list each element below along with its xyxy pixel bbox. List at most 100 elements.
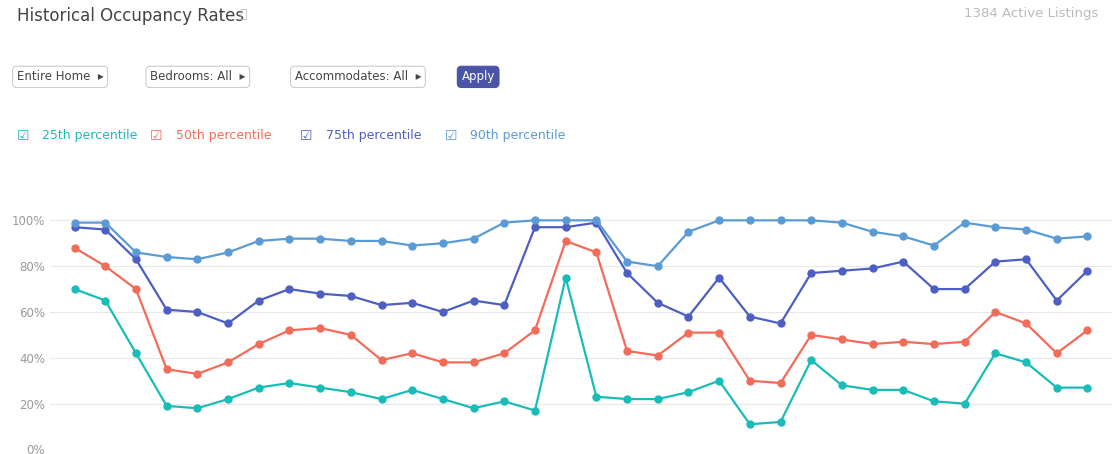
75th percentile bbox=[160, 307, 173, 312]
Text: ☑: ☑ bbox=[445, 129, 457, 143]
Line: 25th percentile: 25th percentile bbox=[71, 274, 1091, 428]
50th percentile bbox=[927, 341, 941, 347]
90th percentile bbox=[620, 259, 634, 264]
75th percentile bbox=[620, 270, 634, 276]
75th percentile bbox=[774, 321, 787, 326]
75th percentile bbox=[927, 286, 941, 292]
25th percentile bbox=[129, 350, 142, 356]
50th percentile bbox=[743, 378, 756, 384]
Text: 25th percentile: 25th percentile bbox=[42, 129, 138, 143]
50th percentile bbox=[774, 380, 787, 386]
25th percentile bbox=[282, 380, 296, 386]
Text: Entire Home  ▸: Entire Home ▸ bbox=[17, 70, 103, 84]
90th percentile bbox=[314, 236, 327, 242]
90th percentile bbox=[652, 263, 665, 269]
90th percentile bbox=[1050, 236, 1063, 242]
50th percentile bbox=[406, 350, 419, 356]
75th percentile bbox=[252, 298, 266, 303]
75th percentile bbox=[344, 293, 357, 299]
Line: 75th percentile: 75th percentile bbox=[71, 219, 1091, 327]
75th percentile bbox=[559, 224, 573, 230]
Text: 90th percentile: 90th percentile bbox=[470, 129, 566, 143]
90th percentile bbox=[68, 220, 81, 225]
90th percentile bbox=[989, 224, 1002, 230]
Text: Historical Occupancy Rates: Historical Occupancy Rates bbox=[17, 7, 244, 25]
50th percentile bbox=[896, 339, 910, 345]
75th percentile bbox=[282, 286, 296, 292]
50th percentile bbox=[68, 245, 81, 251]
Text: 50th percentile: 50th percentile bbox=[176, 129, 271, 143]
75th percentile bbox=[589, 220, 603, 225]
50th percentile bbox=[528, 328, 542, 333]
75th percentile bbox=[1081, 268, 1094, 273]
75th percentile bbox=[314, 291, 327, 296]
75th percentile bbox=[959, 286, 972, 292]
Line: 90th percentile: 90th percentile bbox=[71, 217, 1091, 270]
75th percentile bbox=[835, 268, 848, 273]
25th percentile bbox=[314, 385, 327, 390]
25th percentile bbox=[559, 275, 573, 280]
75th percentile bbox=[497, 302, 510, 308]
90th percentile bbox=[959, 220, 972, 225]
50th percentile bbox=[436, 360, 449, 365]
50th percentile bbox=[682, 330, 695, 336]
90th percentile bbox=[497, 220, 510, 225]
50th percentile bbox=[866, 341, 880, 347]
25th percentile bbox=[589, 394, 603, 400]
90th percentile bbox=[221, 250, 235, 255]
25th percentile bbox=[805, 357, 818, 363]
75th percentile bbox=[406, 300, 419, 306]
90th percentile bbox=[927, 243, 941, 248]
50th percentile bbox=[589, 250, 603, 255]
90th percentile bbox=[589, 217, 603, 223]
50th percentile bbox=[620, 348, 634, 354]
90th percentile bbox=[1081, 234, 1094, 239]
25th percentile bbox=[774, 419, 787, 424]
50th percentile bbox=[805, 332, 818, 338]
90th percentile bbox=[1020, 227, 1033, 232]
50th percentile bbox=[190, 371, 203, 376]
25th percentile bbox=[99, 298, 112, 303]
50th percentile bbox=[1050, 350, 1063, 356]
25th percentile bbox=[467, 405, 480, 411]
25th percentile bbox=[221, 396, 235, 402]
Text: Bedrooms: All  ▸: Bedrooms: All ▸ bbox=[150, 70, 246, 84]
Text: 75th percentile: 75th percentile bbox=[326, 129, 421, 143]
75th percentile bbox=[866, 266, 880, 271]
50th percentile bbox=[1081, 328, 1094, 333]
90th percentile bbox=[375, 238, 388, 244]
75th percentile bbox=[805, 270, 818, 276]
90th percentile bbox=[344, 238, 357, 244]
50th percentile bbox=[221, 360, 235, 365]
50th percentile bbox=[160, 366, 173, 372]
75th percentile bbox=[896, 259, 910, 264]
25th percentile bbox=[652, 396, 665, 402]
50th percentile bbox=[314, 326, 327, 331]
25th percentile bbox=[344, 390, 357, 395]
90th percentile bbox=[160, 254, 173, 260]
50th percentile bbox=[282, 328, 296, 333]
25th percentile bbox=[68, 286, 81, 292]
75th percentile bbox=[713, 275, 726, 280]
25th percentile bbox=[835, 383, 848, 388]
25th percentile bbox=[252, 385, 266, 390]
90th percentile bbox=[835, 220, 848, 225]
90th percentile bbox=[682, 229, 695, 235]
50th percentile bbox=[559, 238, 573, 244]
50th percentile bbox=[129, 286, 142, 292]
90th percentile bbox=[713, 217, 726, 223]
Line: 50th percentile: 50th percentile bbox=[71, 237, 1091, 386]
75th percentile bbox=[68, 224, 81, 230]
Text: ☑: ☑ bbox=[150, 129, 162, 143]
75th percentile bbox=[436, 309, 449, 315]
25th percentile bbox=[436, 396, 449, 402]
90th percentile bbox=[252, 238, 266, 244]
75th percentile bbox=[743, 314, 756, 319]
Text: ☑: ☑ bbox=[17, 129, 29, 143]
90th percentile bbox=[866, 229, 880, 235]
25th percentile bbox=[713, 378, 726, 384]
50th percentile bbox=[989, 309, 1002, 315]
25th percentile bbox=[896, 387, 910, 393]
25th percentile bbox=[1050, 385, 1063, 390]
50th percentile bbox=[467, 360, 480, 365]
